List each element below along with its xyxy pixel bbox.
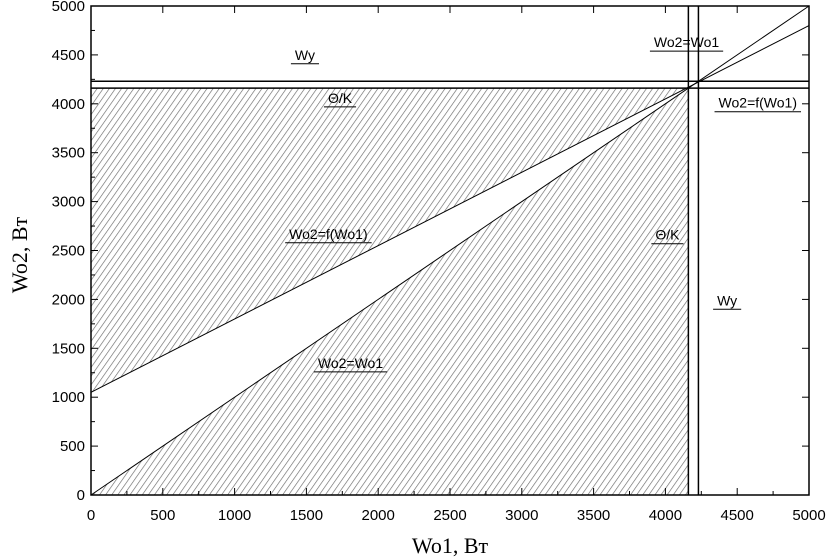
y-tick-label: 3000 [52,194,85,211]
series-line-0 [90,25,810,393]
annotation-label: Θ/K [328,90,353,106]
y-tick-label: 1000 [52,389,85,406]
annotation-label: Wo2=Wo1 [654,34,719,50]
y-tick-label: 3500 [52,145,85,162]
x-tick-label: 2000 [362,507,395,524]
x-tick-label: 2500 [433,507,466,524]
x-axis-title: Wo1, Вт [412,533,489,558]
y-tick-label: 4000 [52,96,85,113]
annotation-label: Wo2=f(Wo1) [289,226,367,242]
x-tick-label: 3000 [505,507,538,524]
x-tick-label: 5000 [792,507,825,524]
x-tick-label: 1500 [290,507,323,524]
annotations: Wy Θ/K Wo2=Wo1 Wo2=f(Wo1) Wo2=f(Wo1) Θ/K Wy Wo2… [285,34,802,373]
x-tick-label: 1000 [218,507,251,524]
y-tick-label: 0 [77,487,85,504]
y-axis-title: Wo2, Вт [7,216,32,293]
y-tick-label: 2000 [52,291,85,308]
annotation-label: Wy [717,292,737,308]
x-tick-label: 0 [87,507,95,524]
y-tick-label: 500 [60,438,85,455]
x-tick-label: 4000 [649,507,682,524]
x-tick-label: 4500 [721,507,754,524]
axis-ticks: 0 500 1000 1500 2000 2500 3000 3500 4000 4500 5000… [52,0,826,524]
chart-lines [90,5,810,496]
y-tick-label: 4500 [52,47,85,64]
x-tick-label: 3500 [577,507,610,524]
y-tick-label: 1500 [52,340,85,357]
y-tick-label: 2500 [52,243,85,260]
annotation-label: Wy [295,47,315,63]
y-tick-label: 5000 [52,0,85,15]
annotation-label: Wo2=Wo1 [318,355,383,371]
x-tick-label: 500 [150,507,175,524]
annotation-label: Θ/K [655,227,680,243]
annotation-label: Wo2=f(Wo1) [719,95,797,111]
